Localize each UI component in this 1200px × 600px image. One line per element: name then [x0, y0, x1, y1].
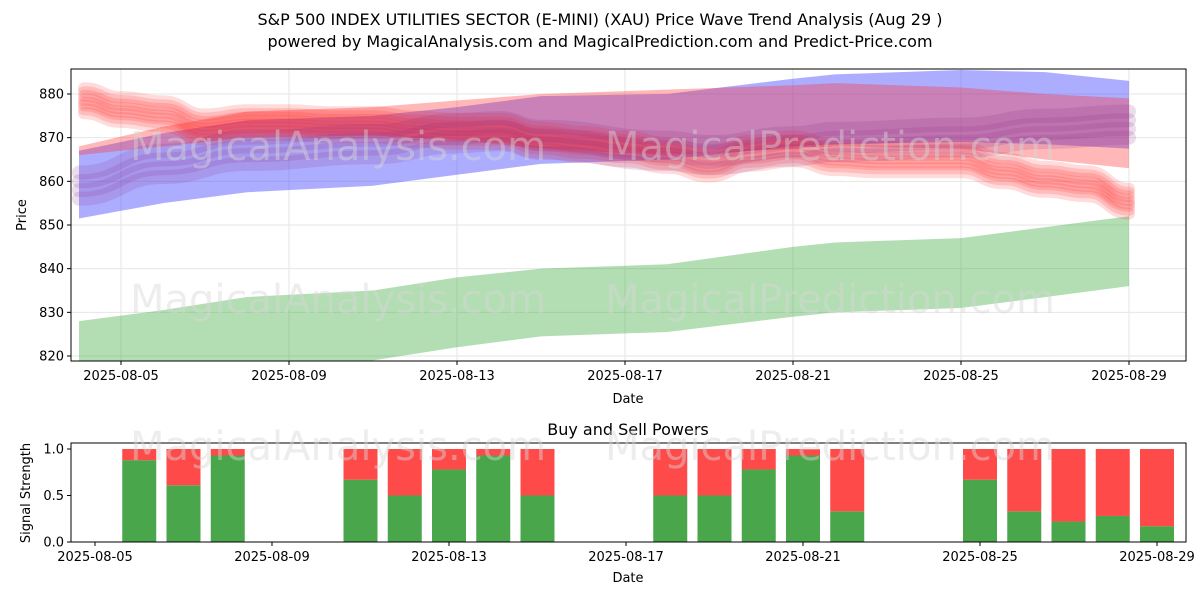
- buy-bar-16: [1095, 515, 1130, 542]
- buy-bar-15: [1051, 521, 1086, 542]
- buy-bar-9: [697, 495, 732, 542]
- signal-x-tick-label-0: 2025-08-05: [57, 550, 133, 565]
- red-wave-1: [78, 103, 1135, 216]
- price-y-axis-label: Price: [15, 199, 30, 231]
- red-wave-2: [78, 99, 1135, 212]
- signal-plot-area: [122, 449, 1174, 542]
- chart-title: S&P 500 INDEX UTILITIES SECTOR (E-MINI) …: [258, 10, 943, 29]
- watermark-prediction-mid: MagicalPrediction.com: [605, 277, 1055, 323]
- signal-axes-frame: [70, 442, 1187, 543]
- purple-wave-0: [72, 130, 1136, 206]
- band-blue: [79, 69, 1129, 219]
- signal-x-tick-label-1: 2025-08-09: [234, 550, 310, 565]
- signal-x-tick-label-4: 2025-08-21: [765, 550, 841, 565]
- band-green: [79, 216, 1129, 361]
- price-y-tick-label-2: 840: [39, 262, 64, 277]
- red-wave-5: [78, 89, 1135, 203]
- signal-x-tick-label-6: 2025-08-29: [1119, 550, 1195, 565]
- sell-bar-10: [741, 449, 776, 470]
- buy-bar-11: [786, 455, 820, 542]
- red-wave-4: [78, 93, 1135, 206]
- sell-bar-14: [1007, 449, 1042, 512]
- band-red: [79, 83, 1129, 169]
- price-grid: [71, 69, 1186, 361]
- signal-y-tick-label-0: 0.0: [43, 536, 64, 551]
- sell-bar-2: [210, 449, 245, 456]
- sell-bar-5: [432, 449, 466, 470]
- buy-bar-0: [122, 460, 157, 542]
- price-y-tick-label-5: 870: [39, 131, 64, 146]
- sell-bar-3: [343, 449, 378, 480]
- buy-bar-12: [830, 511, 865, 542]
- price-plot-area: [72, 69, 1136, 361]
- watermark-prediction-top: MagicalPrediction.com: [605, 124, 1055, 170]
- watermark-prediction-bottom: MagicalPrediction.com: [605, 424, 1055, 470]
- buy-bar-14: [1007, 511, 1042, 542]
- signal-axis-ticks: 2025-08-05 2025-08-09 2025-08-13 2025-08-17…: [43, 443, 1194, 566]
- price-x-tick-label-3: 2025-08-17: [587, 369, 663, 384]
- red-wave-6: [78, 86, 1135, 199]
- price-x-tick-label-1: 2025-08-09: [251, 369, 327, 384]
- purple-wave-2: [72, 113, 1136, 189]
- sell-bar-15: [1051, 449, 1086, 522]
- price-x-tick-label-0: 2025-08-05: [83, 369, 159, 384]
- price-x-tick-label-4: 2025-08-21: [755, 369, 831, 384]
- chart-subtitle: powered by MagicalAnalysis.com and Magic…: [267, 32, 932, 51]
- price-x-axis-label: Date: [612, 392, 643, 407]
- price-axis-ticks: 2025-08-05 2025-08-09 2025-08-13 2025-08-17…: [39, 88, 1167, 385]
- purple-wave-3: [72, 104, 1136, 180]
- signal-y-axis-label: Signal Strength: [19, 443, 34, 543]
- buy-bar-5: [432, 469, 466, 542]
- sell-bar-11: [786, 449, 820, 456]
- sell-bar-9: [697, 449, 732, 496]
- buy-bar-7: [520, 495, 555, 542]
- signal-x-tick-label-5: 2025-08-25: [942, 550, 1018, 565]
- price-x-tick-label-2: 2025-08-13: [419, 369, 495, 384]
- sell-bar-1: [166, 449, 201, 486]
- price-x-tick-label-6: 2025-08-29: [1091, 369, 1167, 384]
- price-y-tick-label-0: 820: [39, 350, 64, 365]
- sell-bar-7: [520, 449, 555, 496]
- signal-x-axis-label: Date: [612, 571, 643, 586]
- price-y-tick-label-6: 880: [39, 88, 64, 103]
- buy-bar-8: [653, 495, 688, 542]
- buy-bar-2: [210, 455, 245, 542]
- watermark-analysis-bottom: MagicalAnalysis.com: [130, 424, 546, 470]
- buy-bar-6: [476, 455, 511, 542]
- sell-bar-4: [387, 449, 422, 496]
- sell-bar-13: [963, 449, 997, 480]
- signal-chart-title: Buy and Sell Powers: [547, 420, 709, 439]
- buy-bar-3: [343, 479, 378, 542]
- signal-y-tick-label-2: 1.0: [43, 443, 64, 458]
- price-y-tick-label-1: 830: [39, 306, 64, 321]
- signal-y-tick-label-1: 0.5: [43, 489, 64, 504]
- sell-bar-0: [122, 449, 157, 461]
- buy-bar-17: [1140, 526, 1174, 542]
- signal-x-tick-label-3: 2025-08-17: [588, 550, 664, 565]
- sell-bar-8: [653, 449, 688, 496]
- buy-bar-10: [741, 469, 776, 542]
- buy-bar-1: [166, 485, 201, 542]
- watermark-analysis-mid: MagicalAnalysis.com: [130, 277, 546, 323]
- buy-bar-13: [963, 479, 997, 542]
- red-wave-7: [78, 82, 1135, 195]
- price-y-tick-label-4: 860: [39, 175, 64, 190]
- price-axes-frame: [70, 68, 1187, 362]
- red-wave-0: [78, 107, 1135, 220]
- sell-bar-17: [1140, 449, 1174, 527]
- red-wave-3: [78, 96, 1135, 210]
- buy-bar-4: [387, 495, 422, 542]
- price-y-tick-label-3: 850: [39, 219, 64, 234]
- sell-bar-6: [476, 449, 511, 456]
- signal-x-tick-label-2: 2025-08-13: [411, 550, 487, 565]
- purple-wave-1: [72, 121, 1136, 198]
- sell-bar-16: [1095, 449, 1130, 516]
- watermark-analysis-top: MagicalAnalysis.com: [130, 124, 546, 170]
- price-x-tick-label-5: 2025-08-25: [923, 369, 999, 384]
- sell-bar-12: [830, 449, 865, 512]
